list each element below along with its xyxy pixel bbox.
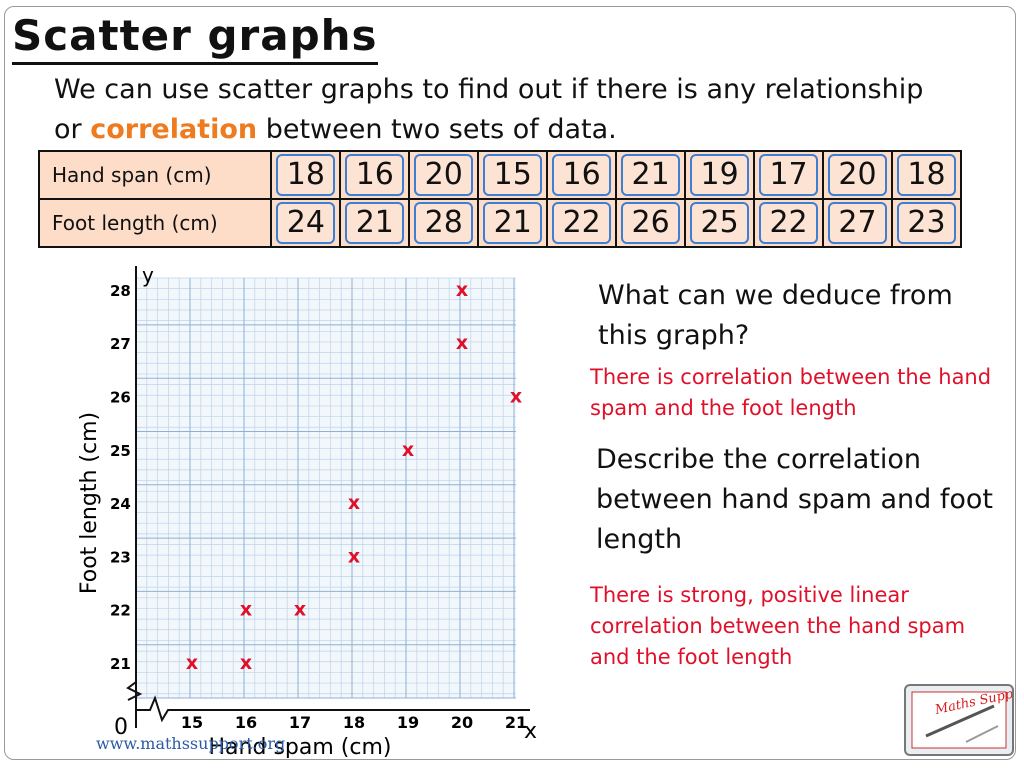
hand-span-label: Hand span (cm) xyxy=(37,150,273,200)
hand-span-cell: 16 xyxy=(339,150,411,200)
foot-length-value: 21 xyxy=(483,202,543,244)
data-point: x xyxy=(348,545,360,567)
scatter-chart: y x 0 21 22 23 24 25 26 27 28 15 16 17 18 19 20 21 Hand sp… xyxy=(77,263,537,758)
x-axis-letter: x xyxy=(524,719,537,744)
hand-span-value: 21 xyxy=(621,154,681,196)
hand-span-cell: 18 xyxy=(890,150,963,200)
foot-length-value: 24 xyxy=(276,202,336,244)
foot-length-value: 27 xyxy=(828,202,887,244)
hand-span-cell: 20 xyxy=(408,150,480,200)
answer-2: There is strong, positive linear correla… xyxy=(590,583,966,669)
data-point: x xyxy=(348,492,360,514)
foot-length-cell: 22 xyxy=(546,198,618,248)
y-tick-label: 22 xyxy=(110,602,131,620)
question-1: What can we deduce from this graph? xyxy=(598,280,953,351)
foot-length-cell: 22 xyxy=(753,198,825,248)
y-tick-label: 26 xyxy=(110,389,131,407)
x-axis-title: Hand spam (cm) xyxy=(209,735,392,758)
foot-length-cell: 24 xyxy=(270,198,342,248)
grid-background xyxy=(136,278,516,698)
foot-length-value: 25 xyxy=(690,202,750,244)
data-table: Hand span (cm) 18 16 20 15 16 21 19 17 20 18 Foot… xyxy=(37,150,963,248)
foot-length-cell: 21 xyxy=(339,198,411,248)
foot-length-value: 22 xyxy=(759,202,819,244)
y-tick-label: 21 xyxy=(110,655,131,673)
foot-length-cell: 26 xyxy=(615,198,687,248)
x-tick-label: 20 xyxy=(451,713,473,732)
data-point: x xyxy=(240,652,252,674)
y-tick-label: 28 xyxy=(110,282,131,300)
data-point: x xyxy=(402,439,414,461)
hand-span-value: 20 xyxy=(414,154,474,196)
x-tick-label: 18 xyxy=(343,713,365,732)
foot-length-row: Foot length (cm) 24 21 28 21 22 26 25 22 27 23 xyxy=(37,198,963,248)
footer-url[interactable]: www.mathssupport.org xyxy=(96,734,286,753)
y-axis-break xyxy=(126,681,143,701)
intro-text: We can use scatter graphs to find out if… xyxy=(54,70,934,150)
hand-span-cell: 18 xyxy=(270,150,342,200)
hand-span-value: 17 xyxy=(759,154,819,196)
x-tick-label: 16 xyxy=(235,713,257,732)
foot-length-cell: 21 xyxy=(477,198,549,248)
hand-span-value: 16 xyxy=(552,154,612,196)
hand-span-value: 18 xyxy=(276,154,336,196)
y-tick-label: 24 xyxy=(110,495,131,513)
hand-span-cell: 17 xyxy=(753,150,825,200)
y-axis-title: Foot length (cm) xyxy=(77,412,102,594)
x-tick-label: 15 xyxy=(181,713,203,732)
foot-length-value: 26 xyxy=(621,202,681,244)
maths-support-logo: Maths Support xyxy=(904,684,1014,756)
hand-span-cell: 15 xyxy=(477,150,549,200)
data-point: x xyxy=(456,279,468,301)
hand-span-value: 16 xyxy=(345,154,405,196)
hand-span-cell: 21 xyxy=(615,150,687,200)
answer-1: There is correlation between the hand sp… xyxy=(590,365,992,420)
foot-length-cell: 28 xyxy=(408,198,480,248)
intro-part-1: We can use scatter graphs to find out if… xyxy=(54,74,924,145)
foot-length-value: 28 xyxy=(414,202,474,244)
origin-label: 0 xyxy=(114,715,128,740)
data-point: x xyxy=(510,386,522,408)
x-tick-label: 19 xyxy=(397,713,419,732)
foot-length-value: 23 xyxy=(896,202,956,244)
intro-part-2: between two sets of data. xyxy=(257,114,617,145)
hand-span-cell: 19 xyxy=(684,150,756,200)
foot-length-cell: 25 xyxy=(684,198,756,248)
data-point: x xyxy=(456,332,468,354)
slide-title: Scatter graphs xyxy=(12,12,378,65)
foot-length-value: 22 xyxy=(552,202,612,244)
y-axis-letter: y xyxy=(142,263,154,287)
foot-length-cell: 27 xyxy=(822,198,893,248)
y-tick-label: 27 xyxy=(110,335,131,353)
question-2: Describe the correlation between hand sp… xyxy=(596,444,993,555)
intro-keyword: correlation xyxy=(90,114,258,145)
hand-span-value: 19 xyxy=(690,154,750,196)
y-tick-label: 25 xyxy=(110,442,131,460)
x-axis-line xyxy=(136,695,530,723)
x-tick-label: 21 xyxy=(505,713,527,732)
data-point: x xyxy=(240,599,252,621)
hand-span-value: 20 xyxy=(828,154,887,196)
foot-length-cell: 23 xyxy=(890,198,963,248)
slide-frame xyxy=(4,6,1016,760)
hand-span-value: 18 xyxy=(896,154,956,196)
hand-span-value: 15 xyxy=(483,154,543,196)
foot-length-label: Foot length (cm) xyxy=(37,198,273,248)
x-tick-label: 17 xyxy=(289,713,311,732)
data-point: x xyxy=(186,652,198,674)
logo-graphic: Maths Support xyxy=(911,686,1012,749)
data-point: x xyxy=(294,599,306,621)
foot-length-value: 21 xyxy=(345,202,405,244)
y-tick-label: 23 xyxy=(110,548,131,566)
hand-span-cell: 16 xyxy=(546,150,618,200)
hand-span-row: Hand span (cm) 18 16 20 15 16 21 19 17 20 18 xyxy=(37,150,963,200)
hand-span-cell: 20 xyxy=(822,150,893,200)
